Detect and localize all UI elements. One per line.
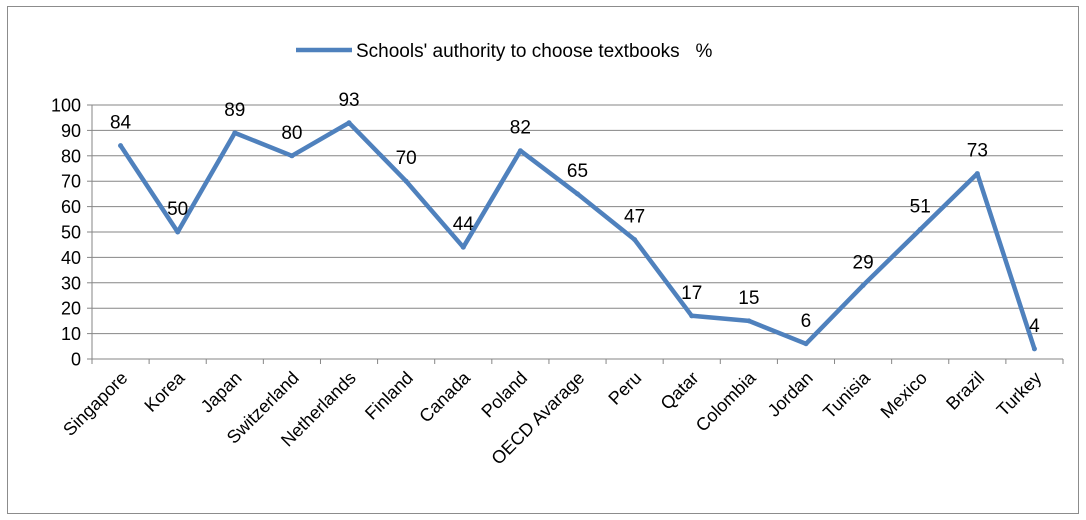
data-label-0: 84 [110, 113, 132, 134]
y-tick-label-60: 60 [61, 197, 81, 217]
y-tick-label-30: 30 [61, 273, 81, 293]
x-tick-label-11: Colombia [692, 367, 761, 436]
x-tick-label-0: Singapore [59, 368, 131, 440]
y-tick-label-0: 0 [71, 350, 81, 370]
x-tick-label-5: Finland [361, 368, 417, 424]
x-tick-label-12: Jordan [764, 368, 817, 421]
x-tick-label-1: Korea [140, 367, 189, 416]
data-label-5: 70 [396, 148, 417, 169]
data-label-6: 44 [453, 214, 475, 235]
x-tick-label-16: Turkey [993, 368, 1046, 421]
y-tick-label-40: 40 [61, 248, 81, 268]
chart-frame [7, 6, 1079, 514]
x-axis-ticks: Singapore Korea JapanSwitzerlandNetherland… [59, 359, 1064, 469]
y-tick-label-20: 20 [61, 299, 81, 319]
data-point-10 [689, 313, 695, 319]
y-axis-ticks: 0 10 20 30 40 50 60 70 80 90 100 [51, 96, 92, 370]
axes [91, 105, 1063, 360]
data-point-3 [289, 153, 295, 159]
y-tick-label-100: 100 [51, 96, 81, 116]
data-point-9 [632, 237, 638, 243]
data-label-4: 93 [338, 90, 359, 111]
x-tick-label-7: Poland [477, 368, 531, 422]
data-point-5 [403, 178, 409, 184]
data-label-7: 82 [510, 118, 531, 139]
data-label-2: 89 [224, 100, 245, 121]
data-point-11 [746, 318, 752, 324]
legend: Schools' authority to choose textbooks % [296, 41, 712, 62]
data-label-10: 17 [681, 283, 702, 304]
data-label-15: 73 [967, 141, 988, 162]
series-line [118, 120, 1037, 352]
data-point-12 [803, 341, 809, 347]
data-point-0 [118, 143, 124, 149]
data-label-11: 15 [738, 288, 759, 309]
data-label-16: 4 [1029, 316, 1040, 337]
data-label-12: 6 [801, 311, 812, 332]
y-tick-label-70: 70 [61, 172, 81, 192]
data-label-14: 51 [910, 196, 931, 217]
data-point-1 [175, 229, 181, 235]
legend-label: Schools' authority to choose textbooks % [356, 41, 712, 62]
x-tick-label-10: Qatar [657, 368, 703, 414]
data-label-3: 80 [281, 123, 302, 144]
x-tick-label-14: Mexico [877, 368, 931, 422]
x-tick-label-2: Japan [197, 368, 246, 417]
data-label-9: 47 [624, 207, 645, 228]
data-point-7 [517, 148, 523, 154]
data-point-6 [460, 244, 466, 250]
x-tick-label-6: Canada [415, 367, 474, 426]
data-label-8: 65 [567, 161, 588, 182]
series-layer [118, 120, 1037, 352]
x-tick-label-9: Peru [604, 368, 645, 409]
y-tick-label-90: 90 [61, 121, 81, 141]
data-point-2 [232, 130, 238, 136]
x-tick-label-15: Brazil [942, 368, 988, 414]
data-point-16 [1031, 346, 1037, 352]
data-point-15 [974, 171, 980, 177]
x-tick-label-13: Tunisia [819, 367, 874, 422]
data-label-1: 50 [167, 199, 188, 220]
data-point-14 [917, 226, 923, 232]
data-point-8 [575, 191, 580, 197]
y-tick-label-50: 50 [61, 223, 81, 243]
data-label-13: 29 [853, 252, 874, 273]
data-point-4 [346, 120, 352, 126]
y-tick-label-10: 10 [61, 324, 81, 344]
data-labels: 84 50 89 80 93 70 44 82 65 47 17 15 6 29 51 73 4 [110, 90, 1040, 337]
data-point-13 [860, 282, 866, 288]
gridlines [92, 104, 1063, 335]
y-tick-label-80: 80 [61, 146, 81, 166]
